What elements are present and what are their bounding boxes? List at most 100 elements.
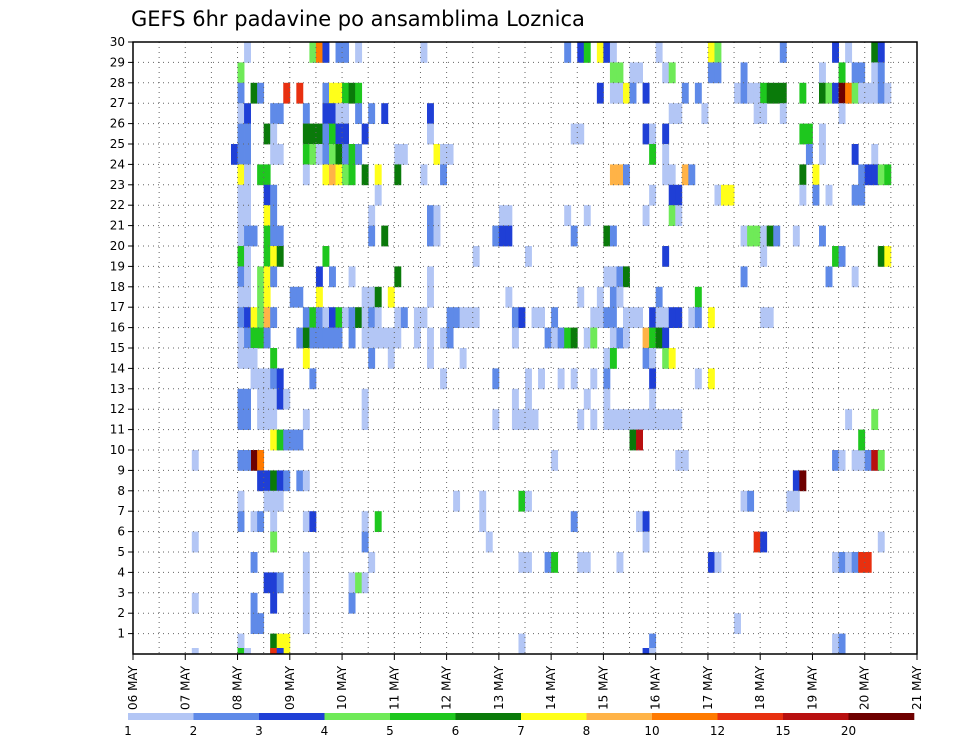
heatmap-cell	[413, 307, 421, 328]
heatmap-cell	[642, 531, 650, 553]
heatmap-cell	[525, 409, 532, 430]
heatmap-cell	[577, 286, 585, 308]
heatmap-cell	[675, 307, 683, 328]
heatmap-cell	[361, 409, 369, 430]
heatmap-cell	[479, 511, 487, 532]
heatmap-cell	[570, 368, 578, 390]
heatmap-cell	[427, 348, 434, 369]
heatmap-cell	[590, 307, 598, 328]
heatmap-cell	[459, 348, 467, 369]
heatmap-cell	[191, 450, 199, 471]
heatmap-cell	[629, 429, 637, 451]
colorbar-swatch	[390, 713, 456, 720]
heatmap-cell	[472, 307, 480, 328]
heatmap-cell	[649, 388, 657, 410]
y-tick-label: 28	[110, 76, 125, 90]
heatmap-cell	[551, 552, 559, 573]
heatmap-cell	[649, 368, 657, 390]
heatmap-cell	[544, 552, 552, 573]
heatmap-cell	[329, 266, 336, 288]
heatmap-cell	[368, 205, 376, 226]
heatmap-cell	[374, 327, 382, 349]
heatmap-cell	[662, 348, 670, 369]
heatmap-cell	[348, 572, 356, 594]
heatmap-cell	[760, 225, 768, 247]
heatmap-cell	[466, 307, 474, 328]
heatmap-cell	[348, 164, 356, 186]
heatmap-cell	[858, 429, 866, 451]
heatmap-cell	[355, 82, 363, 104]
heatmap-cell	[270, 266, 278, 288]
heatmap-cell	[237, 205, 245, 226]
heatmap-cell	[263, 286, 271, 308]
heatmap-cell	[694, 368, 702, 390]
heatmap-cell	[263, 572, 271, 594]
heatmap-cell	[335, 103, 343, 124]
heatmap-cell	[315, 42, 323, 63]
heatmap-cell	[681, 164, 689, 186]
heatmap-cell	[511, 327, 519, 349]
heatmap-cell	[557, 327, 565, 349]
heatmap-cell	[583, 205, 591, 226]
colorbar-swatch	[652, 713, 718, 720]
heatmap-cell	[649, 648, 657, 654]
heatmap-cell	[322, 307, 330, 328]
heatmap-cell	[335, 144, 343, 165]
heatmap-cell	[518, 409, 526, 430]
heatmap-cell	[374, 286, 382, 308]
heatmap-cell	[302, 103, 310, 124]
y-tick-label: 22	[110, 198, 125, 212]
heatmap-cell	[649, 184, 657, 206]
x-tick-label: 16 MAY	[649, 665, 663, 710]
heatmap-cell	[394, 307, 402, 328]
x-tick-label: 17 MAY	[701, 665, 715, 710]
heatmap-cell	[237, 348, 245, 369]
heatmap-cell	[603, 388, 611, 410]
heatmap-cell	[348, 82, 356, 104]
heatmap-cell	[707, 42, 715, 63]
heatmap-cell	[263, 123, 271, 145]
heatmap-cell	[864, 450, 872, 471]
colorbar-label: 7	[517, 724, 525, 738]
y-tick-label: 10	[110, 443, 125, 457]
colorbar-swatch	[783, 713, 849, 720]
heatmap-cell	[871, 164, 879, 186]
heatmap-cell	[355, 42, 363, 63]
heatmap-cell	[322, 103, 330, 124]
heatmap-cell	[583, 552, 591, 573]
heatmap-cell	[570, 327, 578, 349]
colorbar-swatch	[324, 713, 391, 720]
heatmap-cell	[237, 450, 245, 471]
heatmap-cell	[263, 184, 271, 206]
heatmap-cell	[649, 327, 657, 349]
heatmap-cell	[348, 307, 356, 328]
x-tick-label: 10 MAY	[335, 665, 349, 710]
heatmap-cell	[838, 82, 846, 104]
heatmap-cell	[237, 490, 245, 512]
heatmap-cell	[596, 307, 604, 328]
heatmap-cell	[257, 327, 265, 349]
heatmap-cell	[851, 184, 859, 206]
heatmap-cell	[276, 490, 284, 512]
heatmap-cell	[257, 164, 265, 186]
heatmap-cell	[877, 531, 885, 553]
heatmap-cell	[257, 368, 265, 390]
heatmap-cell	[609, 307, 617, 328]
heatmap-cell	[518, 490, 526, 512]
heatmap-cell	[237, 388, 245, 410]
heatmap-cell	[662, 164, 670, 186]
x-tick-label: 12 MAY	[440, 665, 454, 710]
heatmap-cell	[707, 307, 715, 328]
heatmap-cell	[263, 327, 271, 349]
heatmap-cell	[694, 286, 702, 308]
heatmap-cell	[616, 552, 624, 573]
heatmap-cell	[864, 82, 872, 104]
heatmap-cell	[603, 348, 611, 369]
heatmap-cell	[427, 225, 434, 247]
heatmap-cell	[760, 82, 768, 104]
heatmap-cell	[257, 613, 265, 634]
heatmap-cell	[270, 388, 278, 410]
heatmap-cell	[675, 184, 683, 206]
heatmap-cell	[525, 246, 532, 267]
heatmap-cell	[237, 123, 245, 145]
